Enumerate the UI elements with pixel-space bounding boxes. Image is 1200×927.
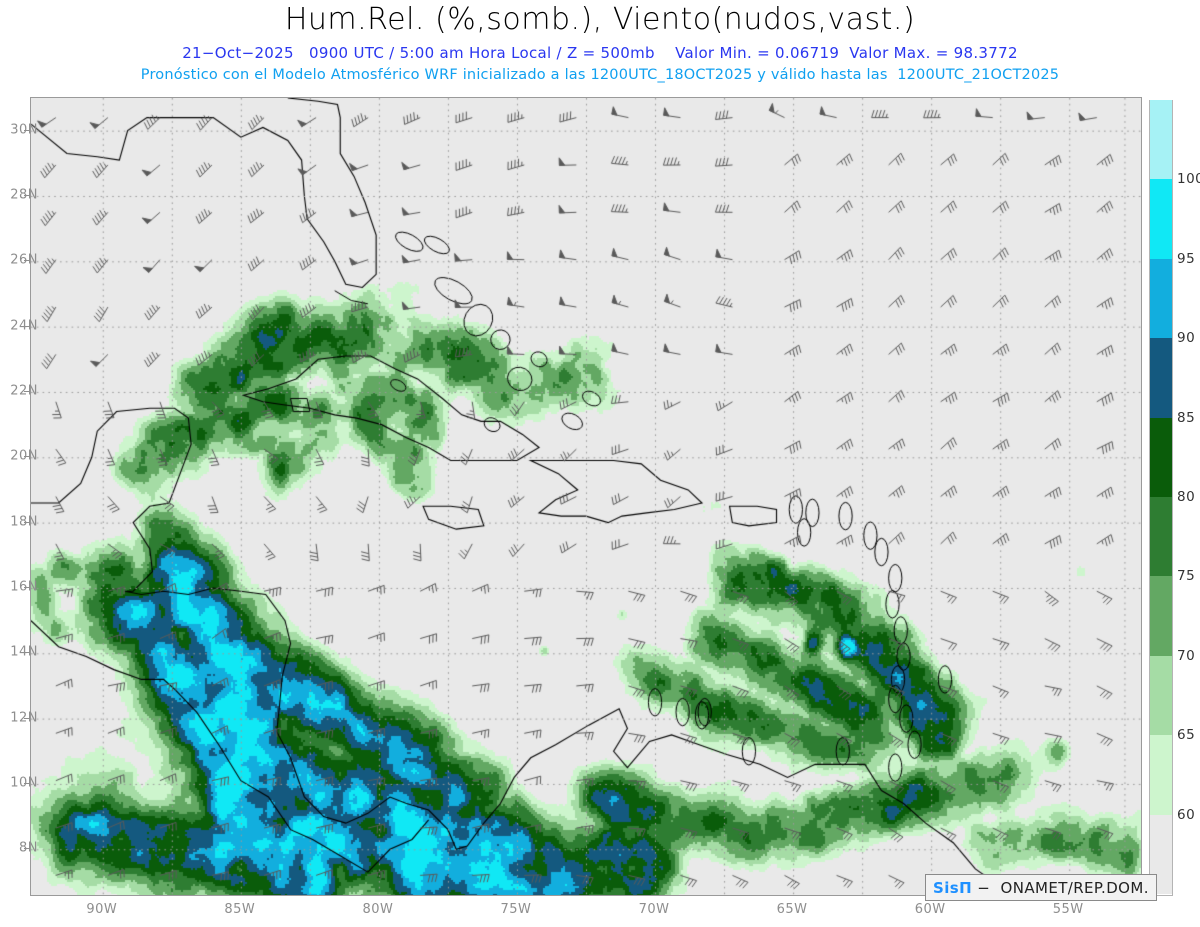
lat-tick-label: 10N (10, 775, 38, 791)
lat-tick-mark (24, 325, 30, 327)
lat-tick-mark (24, 456, 30, 458)
lon-tick-label: 80W (362, 902, 394, 917)
lat-tick-label: 28N (10, 187, 38, 203)
colorbar-segment (1150, 576, 1172, 656)
lat-tick-mark (24, 194, 30, 196)
lat-tick-mark (24, 129, 30, 131)
lat-tick-mark (24, 782, 30, 784)
colorbar-segment (1150, 655, 1172, 736)
colorbar-tick-label: 95 (1177, 250, 1196, 267)
colorbar-tick-label: 85 (1177, 409, 1196, 426)
lon-tick-label: 75W (500, 902, 532, 917)
lat-tick-mark (24, 717, 30, 719)
weather-map-canvas (31, 98, 1141, 895)
colorbar-tick-label: 80 (1177, 489, 1196, 505)
lat-tick-mark (24, 848, 30, 850)
lat-tick-label: 16N (10, 579, 38, 595)
lat-tick-label: 30N (10, 122, 38, 138)
lat-tick-mark (24, 652, 30, 654)
lat-tick-label: 20N (10, 448, 38, 464)
colorbar-tick-label: 65 (1177, 727, 1196, 744)
colorbar-segment (1150, 735, 1172, 815)
lat-tick-label: 14N (10, 644, 38, 660)
colorbar-segment (1150, 100, 1172, 180)
colorbar-segment (1150, 417, 1172, 497)
lon-tick-label: 55W (1052, 902, 1084, 917)
logo-brand-text: SisΠ (933, 878, 973, 897)
colorbar-segment (1150, 497, 1172, 577)
lat-tick-label: 12N (10, 710, 38, 726)
chart-header: Hum.Rel. (%,somb.), Viento(nudos,vast.) … (0, 0, 1200, 90)
lat-tick-mark (24, 586, 30, 588)
logo-agency-text: − ONAMET/REP.DOM. (972, 878, 1149, 897)
lat-tick-mark (24, 521, 30, 523)
colorbar-tick-label: 90 (1177, 330, 1196, 347)
lon-tick-label: 85W (224, 902, 256, 917)
lat-tick-label: 24N (10, 318, 38, 334)
lat-tick-mark (24, 390, 30, 392)
colorbar-segment (1150, 338, 1172, 418)
colorbar-tick-label: 100 (1177, 171, 1200, 188)
lat-tick-label: 18N (10, 514, 38, 530)
subtitle-valid-time: 21−Oct−2025 0900 UTC / 5:00 am Hora Loca… (182, 44, 1018, 62)
lon-tick-label: 65W (776, 902, 808, 917)
lon-tick-label: 70W (638, 902, 670, 917)
page-title: Hum.Rel. (%,somb.), Viento(nudos,vast.) (284, 2, 916, 37)
colorbar (1149, 100, 1173, 896)
colorbar-segment (1150, 179, 1172, 259)
subtitle-model-info: Pronóstico con el Modelo Atmosférico WRF… (140, 67, 1060, 83)
lat-tick-label: 22N (10, 383, 38, 399)
colorbar-tick-label: 60 (1177, 806, 1196, 823)
lon-tick-label: 60W (914, 902, 946, 917)
colorbar-tick-label: 75 (1177, 568, 1196, 585)
lat-tick-mark (24, 260, 30, 262)
agency-logo: SisΠ − ONAMET/REP.DOM. (925, 874, 1157, 901)
lat-tick-label: 26N (10, 252, 38, 268)
lon-tick-label: 90W (86, 902, 118, 917)
map-plot-area (30, 97, 1142, 896)
colorbar-segment (1150, 258, 1172, 339)
colorbar-tick-label: 70 (1177, 647, 1196, 664)
